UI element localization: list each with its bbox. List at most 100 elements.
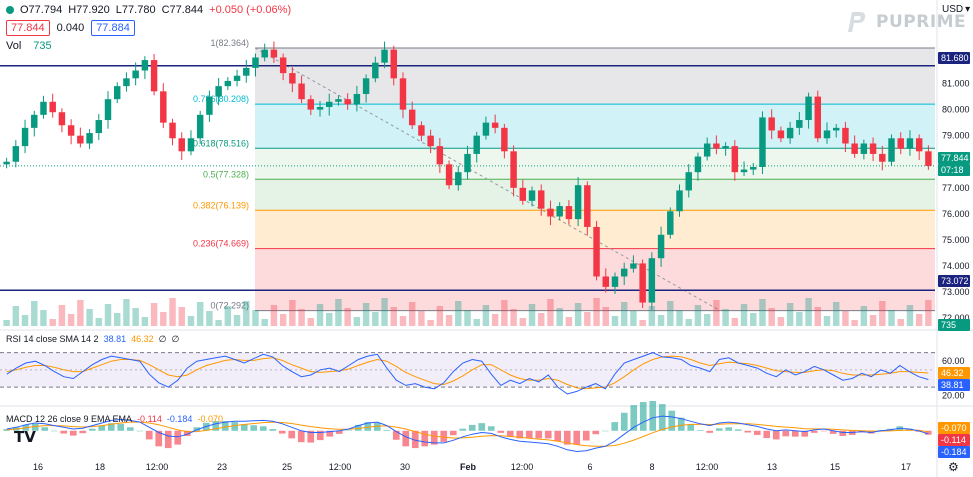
- macd-histogram-bar: [516, 430, 524, 439]
- rsi-line: [6, 352, 929, 395]
- volume-bar: [667, 301, 674, 326]
- time-axis-tick: 30: [400, 462, 410, 472]
- volume-bar: [510, 309, 517, 326]
- candle-body: [160, 91, 167, 123]
- macd-histogram-bar: [430, 430, 438, 445]
- macd-histogram-bar: [753, 430, 761, 435]
- rsi-label: RSI 14 close SMA 14 2: [6, 334, 99, 344]
- volume-bar: [768, 308, 775, 326]
- time-axis-tick: 16: [33, 462, 43, 472]
- volume-bar: [252, 310, 259, 326]
- volume-bar: [104, 304, 112, 326]
- volume-bar: [381, 298, 388, 326]
- candle-body: [888, 138, 895, 162]
- candle-body: [648, 258, 656, 303]
- time-axis-tick: 13: [767, 462, 777, 472]
- macd-histogram-bar: [126, 427, 134, 431]
- buy-button[interactable]: 77.884: [91, 20, 135, 36]
- tradingview-logo[interactable]: TV: [14, 428, 36, 446]
- candle-body: [261, 49, 268, 58]
- macd-histogram-bar: [630, 405, 638, 431]
- volume-bar: [40, 310, 47, 326]
- volume-bar: [501, 300, 508, 326]
- candle-body: [289, 73, 296, 84]
- macd-histogram-bar: [487, 426, 495, 431]
- macd-histogram-bar: [107, 423, 115, 431]
- ohlc-legend: O77.794 H77.920 L77.780 C77.844 +0.050 (…: [6, 4, 291, 16]
- candle-body: [418, 125, 425, 136]
- candle-body: [814, 96, 822, 139]
- volume-bar: [77, 300, 84, 326]
- candle-body: [252, 57, 259, 68]
- candle-body: [381, 49, 388, 63]
- volume-bar: [196, 302, 204, 326]
- spread-value: 0.040: [56, 22, 85, 34]
- volume-bar: [796, 312, 803, 326]
- price-axis-tick: 79.000: [942, 131, 970, 141]
- macd-histogram-bar: [677, 417, 685, 431]
- volume-bar: [427, 320, 434, 326]
- volume-bar: [528, 304, 536, 326]
- volume-bar: [464, 310, 471, 326]
- fib-zone: [255, 179, 935, 211]
- macd-histogram-bar: [620, 412, 628, 431]
- candle-body: [77, 135, 84, 144]
- volume-bar: [399, 316, 407, 326]
- macd-histogram-bar: [772, 430, 780, 440]
- macd-histogram-bar: [31, 423, 39, 431]
- volume-bar: [95, 318, 103, 326]
- rsi-legend[interactable]: RSI 14 close SMA 14 2 38.81 46.32 ∅ ∅: [6, 334, 179, 345]
- volume-bar: [455, 301, 462, 326]
- candle-body: [427, 135, 434, 147]
- time-axis-tick: 12:00: [329, 462, 352, 472]
- volume-bar: [611, 316, 619, 326]
- candle-body: [335, 99, 342, 102]
- rsi-tag: 38.81: [938, 379, 970, 391]
- volume-bar: [584, 312, 591, 326]
- volume-bar: [298, 309, 305, 326]
- currency-selector[interactable]: USD ▾: [942, 4, 970, 15]
- macd-signal-tag: -0.070: [938, 422, 970, 434]
- candle-body: [141, 60, 149, 71]
- macd-histogram-bar: [478, 423, 486, 431]
- sell-button[interactable]: 77.844: [6, 20, 50, 36]
- candle-body: [786, 127, 794, 139]
- quote-panel: 77.844 0.040 77.884: [6, 20, 135, 36]
- volume-value: 735: [33, 40, 52, 52]
- macd-line-value: -0.184: [166, 414, 193, 424]
- fib-level-label: 0.5(77.328): [203, 169, 249, 179]
- time-axis-tick: 17: [901, 462, 911, 472]
- volume-bar: [593, 298, 600, 326]
- volume-legend[interactable]: Vol 735: [6, 40, 52, 52]
- volume-bar: [123, 299, 130, 326]
- candle-body: [464, 153, 471, 173]
- volume-bar: [639, 320, 646, 326]
- macd-histogram-bar: [316, 430, 324, 441]
- candle-body: [344, 99, 351, 105]
- candle-body: [196, 114, 204, 139]
- volume-bar: [620, 302, 628, 326]
- macd-histogram-bar: [373, 422, 381, 431]
- macd-histogram-bar: [193, 427, 201, 431]
- candle-body: [528, 190, 536, 201]
- macd-histogram-bar: [820, 430, 828, 432]
- volume-bar: [925, 300, 932, 326]
- macd-histogram-bar: [801, 430, 809, 437]
- candle-body: [879, 153, 886, 162]
- rsi-empty-1: ∅: [158, 334, 167, 344]
- candle-body: [703, 143, 711, 157]
- gear-icon[interactable]: ⚙: [948, 460, 959, 474]
- candle-body: [796, 120, 803, 128]
- volume-bar: [335, 299, 342, 326]
- candle-body: [491, 122, 499, 128]
- volume-bar: [482, 305, 490, 326]
- macd-signal-value: -0.070: [197, 414, 223, 424]
- candle-body: [482, 122, 490, 136]
- fib-zone: [255, 47, 935, 105]
- macd-legend[interactable]: MACD 12 26 close 9 EMA EMA -0.114 -0.184…: [6, 414, 223, 424]
- macd-histogram-bar: [259, 426, 267, 431]
- price-axis-tick: 81.000: [942, 79, 970, 89]
- volume-bar: [491, 314, 499, 326]
